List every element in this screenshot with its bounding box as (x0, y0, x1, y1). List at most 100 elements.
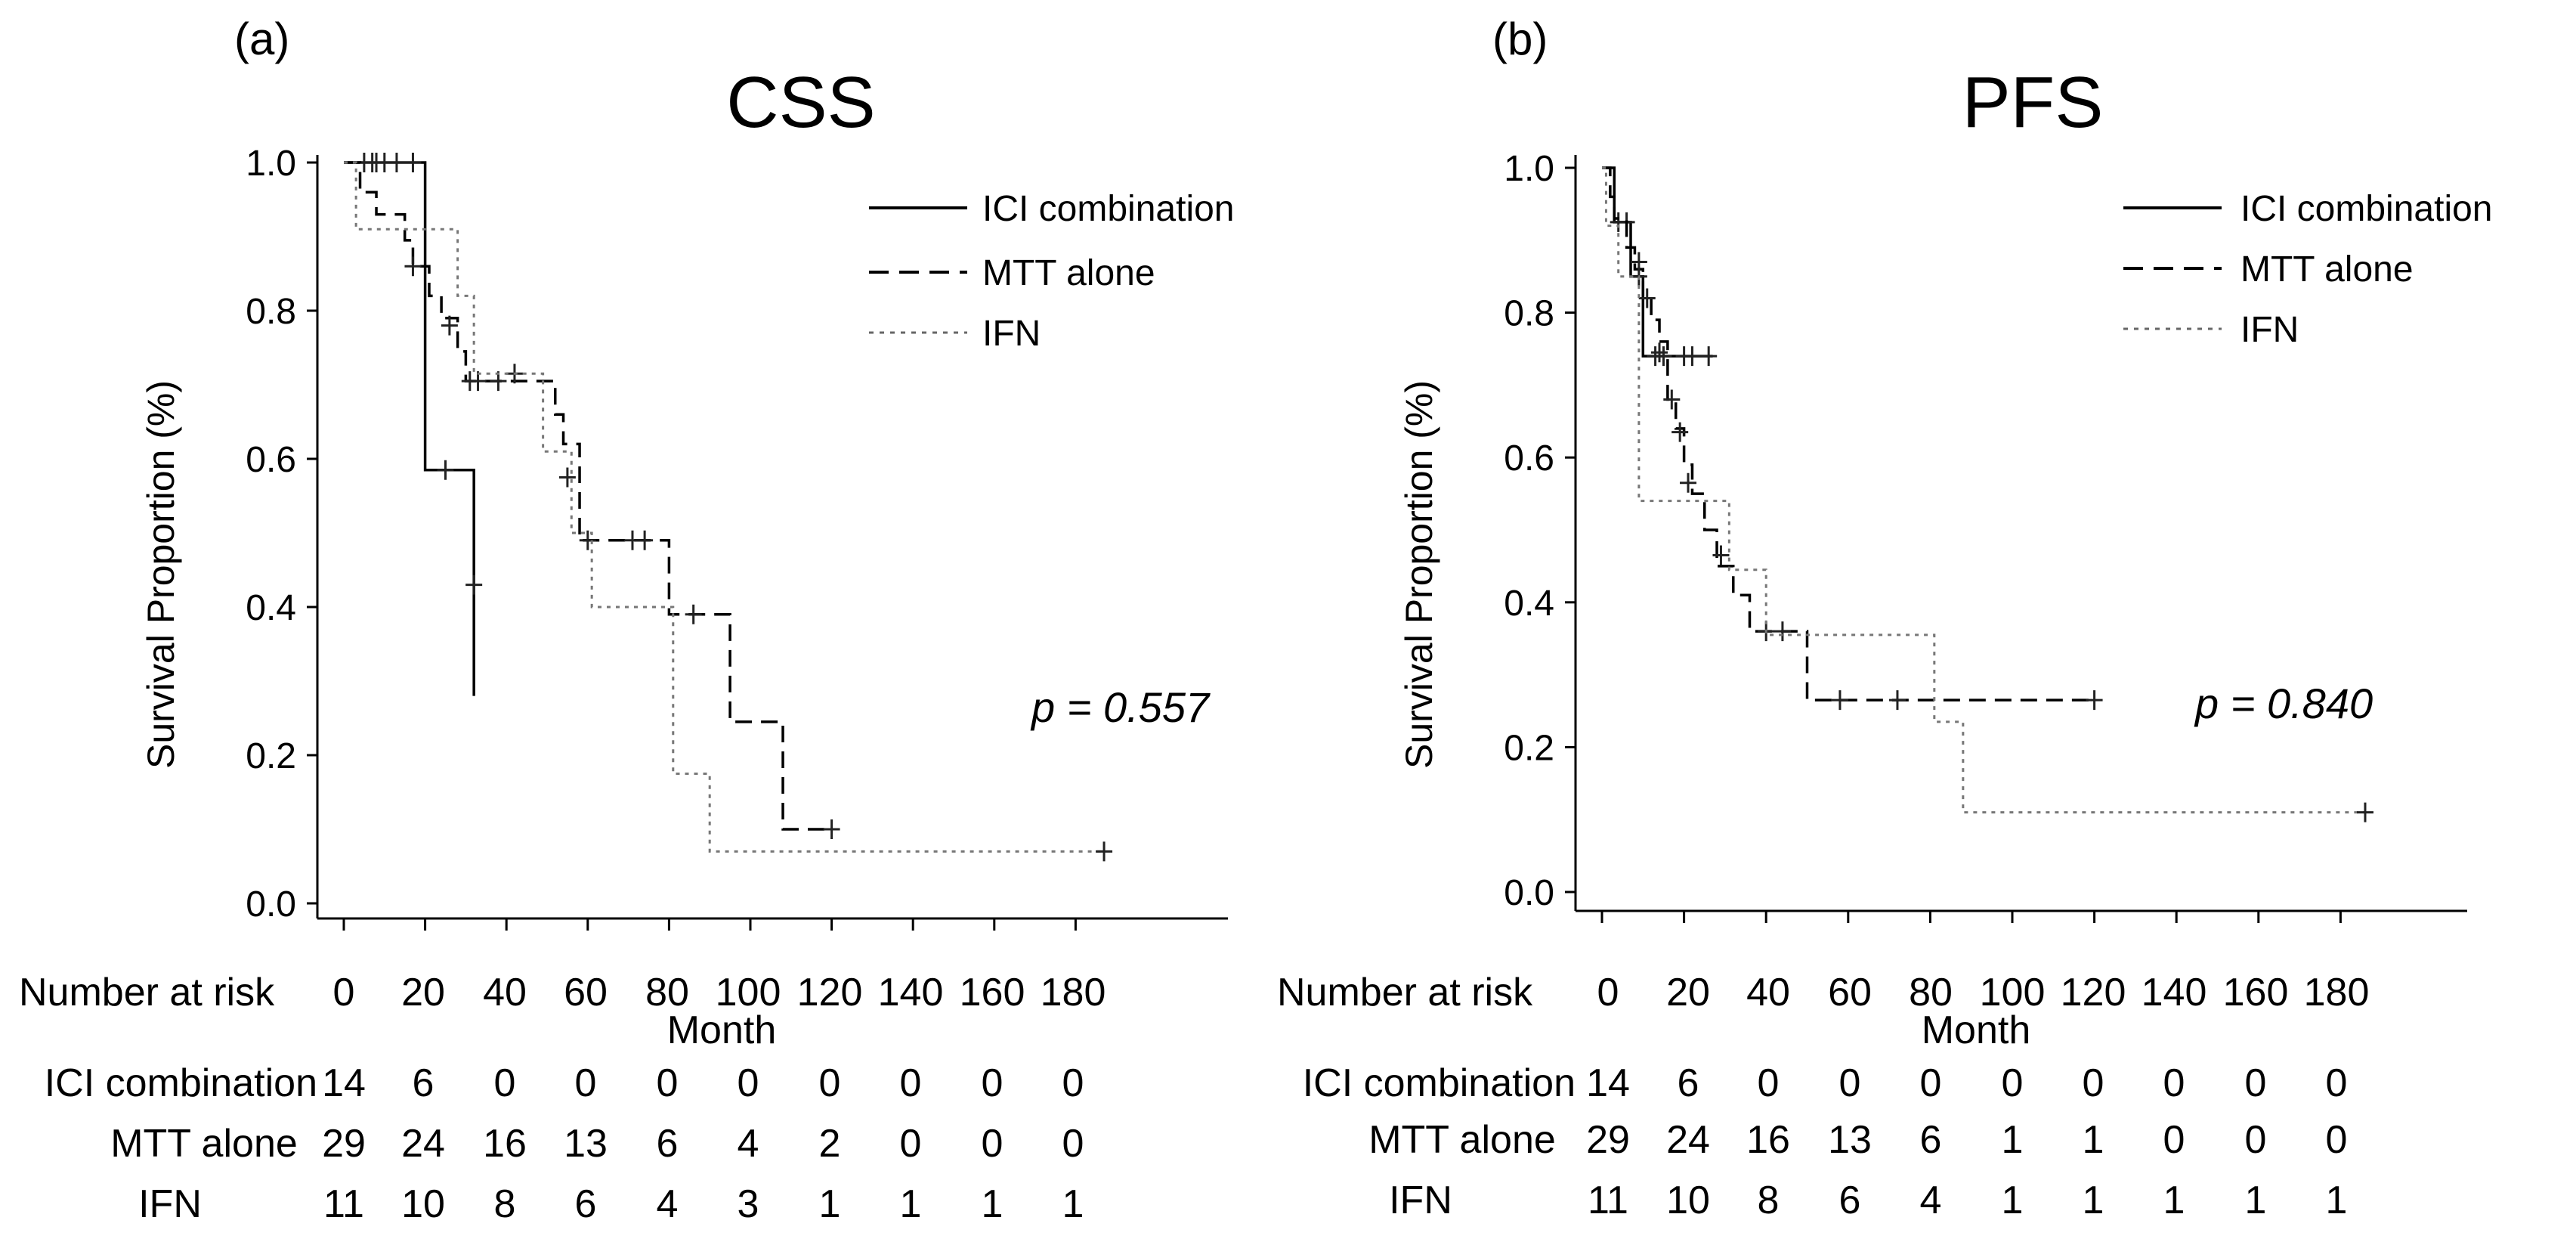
x-tick-label: 60 (564, 971, 608, 1014)
censor-mark (465, 575, 483, 595)
censor-mark (404, 153, 422, 172)
panel-b-x-tick-marks (1600, 911, 2342, 923)
panel-a-risk-label-mtt: MTT alone (110, 1122, 298, 1166)
panel-a-x-tick-labels: 0 20 40 60 80 100 120 140 160 180 (333, 971, 1106, 1014)
km-curve-mtt-alone (1602, 166, 2095, 702)
panel-b-p-value: p = 0.840 (2194, 680, 2373, 727)
km-curve-ici-combination (1602, 166, 1713, 358)
censor-mark (1684, 346, 1701, 367)
censor-mark (558, 467, 576, 488)
panel-a-y-ticks: 0.0 0.2 0.4 0.6 0.8 1.0 (246, 144, 317, 925)
risk-value: 10 (1666, 1179, 1710, 1222)
risk-value: 0 (657, 1061, 679, 1105)
risk-value: 1 (2163, 1179, 2185, 1222)
panel-b-curves (1602, 166, 2373, 822)
panel-a-risk-label-ifn: IFN (138, 1182, 202, 1226)
risk-value: 6 (657, 1122, 679, 1166)
x-tick-label: 120 (2061, 971, 2126, 1014)
risk-value: 14 (322, 1061, 366, 1105)
risk-value: 1 (982, 1182, 1003, 1226)
panel-b-letter: (b) (1492, 14, 1548, 64)
panel-b-xlabel: Month (1922, 1008, 2031, 1052)
x-tick-label: 80 (645, 971, 689, 1014)
censor-mark (1700, 346, 1718, 367)
risk-value: 0 (2163, 1118, 2185, 1162)
panel-a-legend: ICI combination MTT alone IFN (869, 189, 1235, 354)
risk-value: 1 (2326, 1179, 2348, 1222)
risk-value: 24 (401, 1122, 445, 1166)
y-tick-label: 1.0 (1504, 149, 1554, 189)
x-tick-label: 0 (1597, 971, 1619, 1014)
y-tick-label: 0.6 (1504, 438, 1554, 479)
censor-mark (2086, 690, 2103, 711)
risk-value: 0 (1920, 1061, 1942, 1105)
risk-value: 6 (1678, 1061, 1699, 1105)
risk-value: 3 (738, 1182, 759, 1226)
risk-value: 6 (575, 1182, 597, 1226)
censor-mark (1630, 252, 1647, 272)
risk-value: 6 (413, 1061, 434, 1105)
panel-b-x-tick-labels: 0 20 40 60 80 100 120 140 160 180 (1597, 971, 2370, 1014)
risk-value: 1 (2245, 1179, 2267, 1222)
panel-b-risk-label-mtt: MTT alone (1368, 1118, 1556, 1162)
y-tick-label: 0.6 (246, 440, 296, 480)
x-tick-label: 180 (1041, 971, 1106, 1014)
x-tick-label: 20 (1666, 971, 1710, 1014)
risk-value: 16 (483, 1122, 527, 1166)
risk-value: 1 (2083, 1179, 2104, 1222)
censor-mark (636, 530, 654, 550)
censor-mark (441, 315, 458, 336)
panel-b-risk-header: Number at risk (1277, 971, 1533, 1014)
risk-value: 10 (401, 1182, 445, 1226)
censor-mark (1096, 841, 1113, 862)
risk-value: 0 (900, 1122, 922, 1166)
risk-value: 0 (494, 1061, 516, 1105)
risk-value: 0 (2002, 1061, 2024, 1105)
y-tick-label: 0.4 (246, 588, 296, 628)
x-tick-label: 160 (960, 971, 1025, 1014)
x-tick-label: 120 (797, 971, 863, 1014)
km-curve-ici-combination (344, 161, 475, 696)
panel-a-ylabel: Survival Proportion (%) (140, 380, 182, 769)
risk-value: 0 (819, 1061, 841, 1105)
panel-a-risk-label-ici: ICI combination (45, 1061, 317, 1105)
risk-value: 1 (2083, 1118, 2104, 1162)
risk-value: 8 (494, 1182, 516, 1226)
censor-mark (685, 604, 702, 624)
censor-mark (1655, 346, 1672, 367)
risk-value: 1 (819, 1182, 841, 1226)
panel-b-title: PFS (1962, 62, 2104, 143)
censor-mark (823, 819, 840, 839)
censor-mark (1774, 621, 1791, 642)
x-tick-label: 40 (483, 971, 527, 1014)
x-tick-label: 20 (401, 971, 445, 1014)
panel-b-risk-values: 14 6 0 0 0 0 0 0 0 029 24 16 13 6 1 1 0 0 011 10 8 6 4 1 1 1 1 1 (1586, 1061, 2347, 1222)
x-tick-label: 0 (333, 971, 355, 1014)
km-curve-ifn (1602, 166, 2365, 814)
risk-value: 29 (1586, 1118, 1630, 1162)
y-tick-label: 0.0 (1504, 873, 1554, 913)
panel-a-p-value: p = 0.557 (1030, 683, 1211, 731)
legend-label-ifn: IFN (2240, 310, 2299, 350)
panel-a-title: CSS (726, 62, 875, 143)
risk-value: 14 (1586, 1061, 1630, 1105)
censor-mark (1663, 389, 1681, 410)
risk-value: 0 (982, 1122, 1003, 1166)
legend-label-ici: ICI combination (2240, 189, 2493, 229)
legend-label-ifn: IFN (982, 314, 1041, 354)
y-tick-label: 0.2 (246, 736, 296, 776)
risk-value: 4 (657, 1182, 679, 1226)
panel-a-risk-header: Number at risk (19, 971, 275, 1014)
censor-mark (1712, 545, 1730, 565)
y-tick-label: 0.4 (1504, 584, 1554, 624)
panel-b-ylabel: Survival Proportion (%) (1398, 380, 1440, 769)
panel-b-risk-label-ici: ICI combination (1303, 1061, 1576, 1105)
panel-a-xlabel: Month (667, 1008, 777, 1052)
x-tick-label: 140 (878, 971, 944, 1014)
censor-mark (1651, 342, 1668, 363)
risk-value: 1 (900, 1182, 922, 1226)
censor-mark (388, 153, 405, 172)
y-tick-label: 0.0 (246, 884, 296, 925)
legend-label-mtt: MTT alone (2240, 249, 2414, 290)
